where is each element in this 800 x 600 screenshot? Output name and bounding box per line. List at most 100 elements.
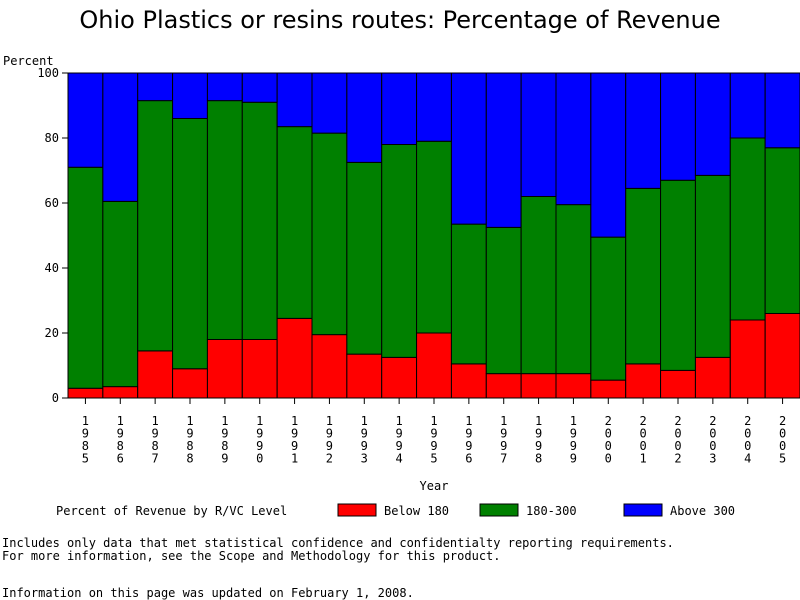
bar-above-300-2002 [660,72,696,181]
y-tick-label: 100 [37,66,59,80]
bar-180-300-1993 [346,161,383,355]
bar-above-300-1997 [485,72,522,228]
legend-title: Percent of Revenue by R/VC Level [56,504,287,518]
bar-above-300-2005 [764,72,800,149]
bar-below-180-1998 [520,373,557,399]
bar-below-180-1985 [67,387,104,399]
legend-label-180-300: 180-300 [526,504,577,518]
bar-180-300-1987 [137,100,174,352]
y-tick-label: 0 [52,391,59,405]
bar-above-300-1987 [137,72,174,102]
bar-below-180-1995 [416,332,452,399]
bar-180-300-1996 [450,223,487,365]
bar-180-300-2003 [694,174,731,358]
bar-180-300-1997 [485,226,522,375]
legend-label-above-300: Above 300 [670,504,735,518]
bar-180-300-2000 [590,236,627,381]
bar-above-300-2000 [590,72,627,238]
y-tick-label: 40 [45,261,59,275]
chart-title: Ohio Plastics or resins routes: Percenta… [79,6,721,34]
bar-180-300-1990 [241,101,278,340]
y-tick-label: 20 [45,326,59,340]
x-axis-label: Year [420,479,449,493]
bar-above-300-2004 [729,72,766,139]
legend-label-below-180: Below 180 [384,504,449,518]
bar-below-180-2001 [625,363,662,399]
legend-swatch-above-300 [623,503,663,517]
footnote-methodology: For more information, see the Scope and … [2,549,501,563]
bar-above-300-1992 [311,72,348,134]
bar-180-300-1992 [311,132,348,336]
bar-180-300-2002 [660,179,696,371]
bar-below-180-1987 [137,350,174,399]
bar-below-180-1988 [172,368,208,399]
bar-180-300-1998 [520,196,557,375]
bar-below-180-1986 [102,386,139,399]
legend-swatch-below-180 [337,503,377,517]
bar-above-300-2003 [694,72,731,176]
bar-above-300-2001 [625,72,662,189]
bar-180-300-1995 [416,140,452,334]
bar-180-300-1988 [172,118,208,370]
bar-180-300-2005 [764,147,800,314]
bar-180-300-1986 [102,200,139,388]
bar-above-300-1991 [276,72,313,128]
bar-above-300-1988 [172,72,208,119]
y-tick-label: 80 [45,131,59,145]
bar-180-300-1994 [381,144,418,358]
bar-180-300-2004 [729,137,766,321]
bar-below-180-2000 [590,379,627,399]
bar-below-180-1990 [241,339,278,399]
bar-below-180-1999 [555,373,592,399]
legend-swatch-180-300 [479,503,519,517]
bar-below-180-1997 [485,373,522,399]
bar-above-300-1995 [416,72,452,142]
bar-180-300-2001 [625,187,662,365]
bar-below-180-1996 [450,363,487,399]
bar-above-300-1993 [346,72,383,163]
bar-below-180-1993 [346,353,383,399]
y-tick-label: 60 [45,196,59,210]
bar-below-180-2003 [694,356,731,399]
y-axis-label: Percent [3,54,54,68]
bar-above-300-1990 [241,72,278,103]
bar-above-300-1994 [381,72,418,145]
bar-below-180-2004 [729,319,766,399]
bar-180-300-1989 [206,100,243,340]
bar-below-180-2002 [660,369,696,399]
bar-180-300-1985 [67,166,104,389]
bar-above-300-1989 [206,72,243,102]
bar-above-300-1996 [450,72,487,225]
bar-above-300-1999 [555,72,592,206]
bar-below-180-1992 [311,334,348,399]
footnote-confidentiality: Includes only data that met statistical … [2,536,674,550]
bar-above-300-1986 [102,72,139,202]
bar-below-180-1989 [206,339,243,399]
bar-below-180-1994 [381,356,418,399]
bar-180-300-1991 [276,126,313,319]
footnote-updated: Information on this page was updated on … [2,586,414,600]
bar-below-180-2005 [764,313,800,399]
bar-above-300-1985 [67,72,104,168]
